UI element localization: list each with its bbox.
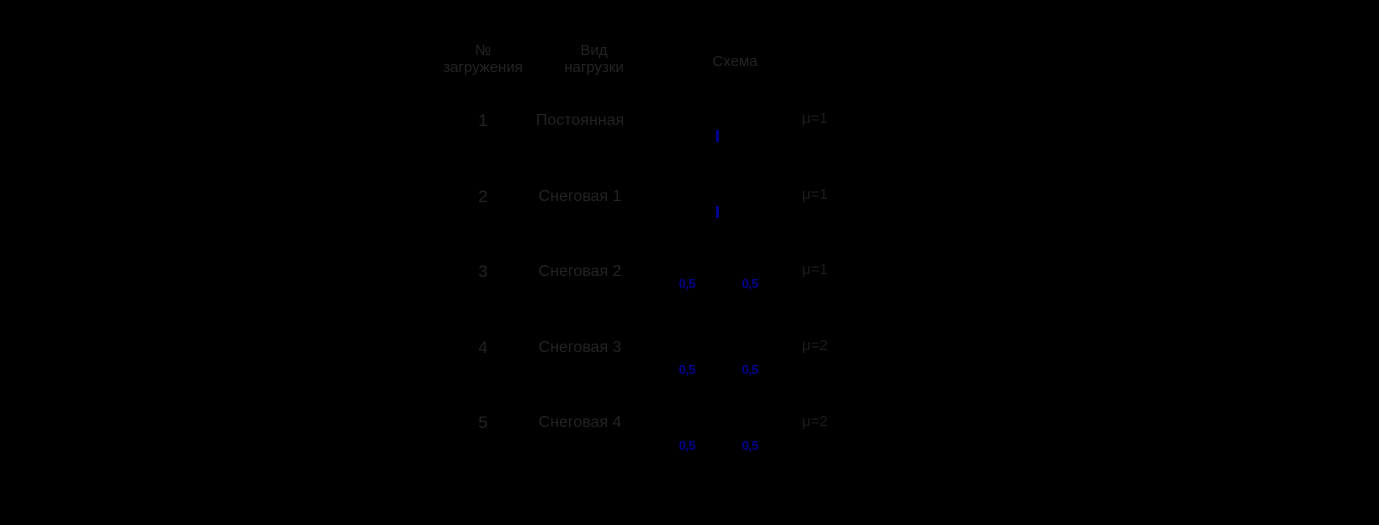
schema-ordinate-value: 0,5	[741, 276, 759, 291]
schema-coefficient-label: μ=1	[802, 110, 828, 127]
schema-ordinate-value: 0,5	[678, 276, 696, 291]
row-number: 1	[478, 111, 488, 130]
row-load-type: Снеговая 4	[538, 414, 622, 431]
row-load-type: Снеговая 2	[538, 263, 622, 280]
header-load-number-line2: загружения	[443, 59, 523, 76]
schema-coefficient-label: μ=2	[802, 337, 828, 354]
row-load-type: Снеговая 3	[538, 339, 622, 356]
schema-coefficient-label: μ=1	[802, 261, 828, 278]
header-load-type-line2: нагрузки	[564, 59, 624, 76]
schema-ordinate-value: 0,5	[741, 362, 759, 377]
schema-ordinate-mark-1	[716, 206, 719, 218]
schema-coefficient-label: μ=2	[802, 413, 828, 430]
schema-ordinate-value: 0,5	[678, 362, 696, 377]
schema-ordinate-mark-1	[716, 130, 719, 142]
header-schema: Схема	[712, 53, 758, 70]
row-number: 2	[478, 187, 488, 206]
schema-coefficient-label: μ=1	[802, 186, 828, 203]
row-number: 5	[478, 413, 488, 432]
header-load-number: № загружения	[433, 42, 533, 76]
row-load-type: Постоянная	[535, 112, 625, 129]
header-load-type-line1: Вид	[580, 42, 608, 59]
row-number: 4	[478, 338, 488, 357]
schema-ordinate-value: 0,5	[741, 438, 759, 453]
row-number: 3	[478, 262, 488, 281]
header-load-type: Вид нагрузки	[544, 42, 644, 76]
row-load-type: Снеговая 1	[538, 188, 622, 205]
header-load-number-line1: №	[474, 42, 492, 59]
schema-ordinate-value: 0,5	[678, 438, 696, 453]
